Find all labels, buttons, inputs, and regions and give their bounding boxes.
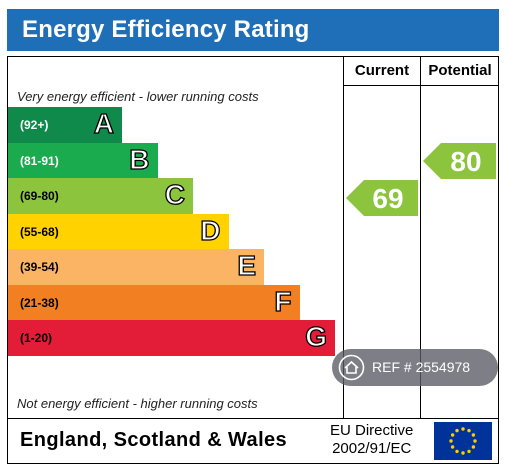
footer: England, Scotland & Wales EU Directive 2… <box>7 418 499 464</box>
eu-star <box>450 433 455 437</box>
footer-region: England, Scotland & Wales <box>20 429 288 451</box>
home-icon <box>338 354 365 381</box>
potential-value: 80 <box>450 146 482 177</box>
eu-star <box>473 439 477 443</box>
band-g: (1-20) G <box>8 320 335 356</box>
eu-star <box>471 433 476 437</box>
header-underline <box>343 85 499 86</box>
band-range: (81-91) <box>20 153 59 168</box>
eu-star <box>467 428 471 433</box>
chart-title: Energy Efficiency Rating <box>22 16 310 43</box>
column-current: Current <box>354 62 410 79</box>
band-c: (69-80) C <box>8 178 193 214</box>
eu-star <box>461 427 465 431</box>
directive-line1: EU Directive <box>330 422 414 439</box>
band-f: (21-38) F <box>8 284 300 321</box>
band-e: (39-54) E <box>8 249 264 285</box>
eu-star <box>467 449 471 454</box>
column-potential: Potential <box>428 62 492 79</box>
band-letter: D <box>200 214 222 246</box>
band-range: (39-54) <box>20 260 59 274</box>
note-efficient: Very energy efficient - lower running co… <box>17 89 259 104</box>
band-range: (69-80) <box>20 189 59 203</box>
band-range: (1-20) <box>20 331 53 345</box>
eu-star <box>455 449 459 454</box>
band-a: (92+) A <box>8 107 122 143</box>
eu-star <box>450 445 455 449</box>
eu-star <box>471 445 476 449</box>
title-bar: Energy Efficiency Rating <box>7 9 499 51</box>
divider-potential <box>420 57 421 418</box>
band-range: (21-38) <box>20 295 59 310</box>
arrow-current: 69 <box>346 180 418 216</box>
arrow-potential: 80 <box>423 143 496 179</box>
eu-star <box>461 451 465 455</box>
rating-frame: Current Potential Very energy efficient … <box>7 56 499 419</box>
current-value: 69 <box>372 183 404 214</box>
directive-line2: 2002/91/EC <box>332 440 412 457</box>
band-letter: B <box>129 143 151 175</box>
band-d: (55-68) D <box>8 213 229 250</box>
divider-current <box>343 57 344 418</box>
eu-star <box>449 439 453 443</box>
eu-star <box>455 428 459 433</box>
band-letter: E <box>237 249 257 281</box>
band-range: (92+) <box>20 118 49 132</box>
ref-watermark: REF # 2554978 <box>332 349 498 386</box>
ref-text: REF # 2554978 <box>372 359 471 375</box>
eu-flag-icon <box>434 422 492 460</box>
band-b: (81-91) B <box>8 142 158 179</box>
band-letter: G <box>305 320 328 352</box>
note-inefficient: Not energy efficient - higher running co… <box>17 396 258 411</box>
band-letter: C <box>164 178 186 210</box>
band-range: (55-68) <box>20 224 59 239</box>
band-letter: F <box>274 285 292 317</box>
band-letter: A <box>93 107 115 139</box>
eu-directive: EU Directive 2002/91/EC <box>330 422 413 458</box>
